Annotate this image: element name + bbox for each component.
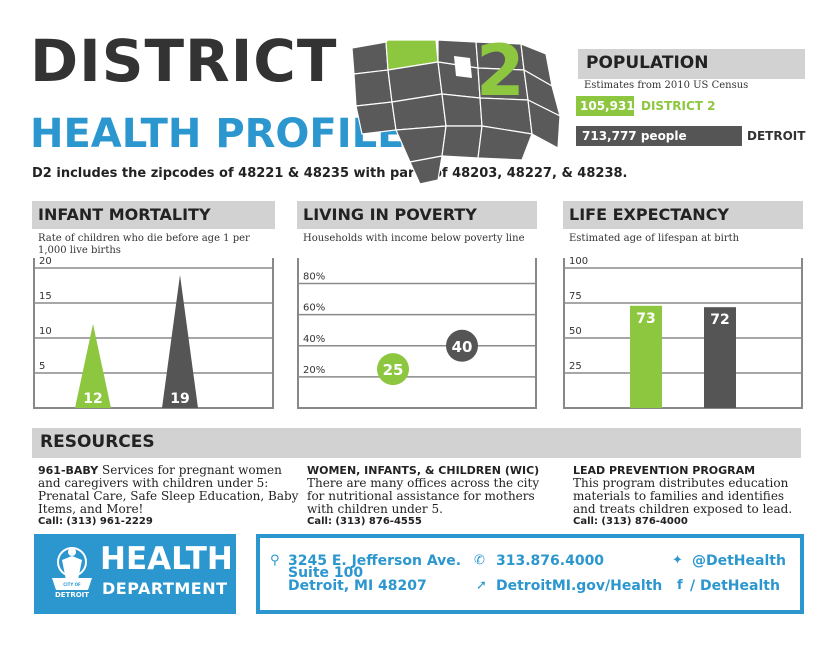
tick-label: 10	[39, 326, 52, 337]
tick-label: 75	[569, 291, 582, 302]
seal-text: DETROIT	[55, 591, 89, 599]
map-districts	[351, 39, 561, 185]
district-2-shape	[385, 39, 439, 71]
map-enclave	[454, 56, 472, 78]
data-label: 12	[83, 391, 102, 407]
website-link[interactable]: DetroitMI.gov/Health	[496, 578, 663, 594]
resources-heading: RESOURCES	[32, 428, 801, 458]
bar	[75, 324, 111, 408]
tick-label: 100	[569, 256, 588, 267]
life-expectancy-chart: 25 50 75 100 73 72	[563, 256, 803, 409]
tick-label: 25	[569, 361, 582, 372]
infant-mortality-heading: INFANT MORTALITY	[32, 201, 275, 229]
tick-label: 20%	[303, 365, 325, 376]
population-district-bar: 105,931	[576, 96, 635, 116]
logo-health-text: HEALTH	[100, 541, 233, 577]
zipcode-description: D2 includes the zipcodes of 48221 & 4823…	[32, 166, 628, 181]
address-line-3: Detroit, MI 48207	[288, 578, 427, 594]
life-expectancy-heading: LIFE EXPECTANCY	[563, 201, 803, 229]
tick-label: 60%	[303, 303, 325, 314]
tick-label: 40%	[303, 334, 325, 345]
bar	[704, 307, 736, 408]
resource-body: There are many offices across the city f…	[307, 476, 540, 516]
twitter-handle[interactable]: @DetHealth	[692, 553, 786, 569]
data-label: 73	[636, 311, 655, 327]
detroit-seal-icon: CITY OF DETROIT	[52, 547, 92, 599]
data-point	[446, 329, 478, 362]
population-heading: POPULATION	[578, 49, 805, 79]
population-detroit-label: DETROIT	[747, 129, 806, 143]
infant-mortality-note: Rate of children who die before age 1 pe…	[38, 233, 250, 256]
population-detroit-bar: 713,777 people	[576, 126, 742, 146]
data-label: 40	[452, 338, 473, 356]
cursor-icon: ➚	[476, 578, 487, 593]
data-label: 72	[710, 312, 729, 328]
poverty-chart: 20% 40% 60% 80% 25 40	[297, 258, 537, 409]
resource-call: Call: (313) 876-4000	[573, 516, 688, 527]
address-line-1: 3245 E. Jefferson Ave.	[288, 553, 462, 569]
bar	[630, 305, 662, 408]
resource-title: WOMEN, INFANTS, & CHILDREN (WIC)	[307, 464, 540, 477]
resource-call: Call: (313) 876-4555	[307, 516, 422, 527]
resource-call: Call: (313) 961-2229	[38, 516, 153, 527]
poverty-heading: LIVING IN POVERTY	[297, 201, 537, 229]
life-expectancy-note: Estimated age of lifespan at birth	[569, 233, 740, 244]
data-label: 25	[383, 361, 404, 379]
twitter-icon: ✦	[672, 553, 683, 568]
location-pin-icon: ⚲	[270, 553, 280, 568]
page-title: DISTRICT	[30, 27, 338, 95]
tick-label: 20	[39, 256, 52, 267]
tick-label: 50	[569, 326, 582, 337]
detroit-district-map	[351, 39, 561, 185]
seal-city-text: CITY OF	[63, 582, 81, 587]
resource-961-baby: 961-BABY Services for pregnant women and…	[38, 464, 300, 516]
logo-department-text: DEPARTMENT	[102, 579, 228, 598]
tick-label: 5	[39, 361, 45, 372]
address-line-2: Suite 100	[288, 565, 364, 581]
tick-label: 15	[39, 291, 52, 302]
data-point	[377, 353, 409, 386]
tick-label: 80%	[303, 272, 325, 283]
facebook-icon: f	[677, 578, 683, 593]
population-district-label: DISTRICT 2	[641, 99, 716, 113]
bar	[162, 275, 198, 408]
resource-body: This program distributes education mater…	[573, 476, 793, 516]
page-subtitle-heading: HEALTH PROFILE	[30, 111, 405, 157]
resource-body: Services for pregnant women and caregive…	[38, 463, 299, 516]
resource-title: 961-BABY	[38, 464, 99, 477]
phone-icon: ✆	[474, 553, 485, 568]
data-label: 19	[170, 391, 189, 407]
district-number: 2	[476, 30, 525, 112]
infant-mortality-chart: 5 10 15 20 12 19	[33, 256, 274, 409]
facebook-handle[interactable]: / DetHealth	[690, 578, 780, 594]
contact-panel	[256, 534, 804, 614]
phone-number[interactable]: 313.876.4000	[496, 553, 605, 569]
population-note: Estimates from 2010 US Census	[584, 80, 749, 91]
resource-title: LEAD PREVENTION PROGRAM	[573, 464, 756, 477]
poverty-note: Households with income below poverty lin…	[303, 233, 525, 244]
